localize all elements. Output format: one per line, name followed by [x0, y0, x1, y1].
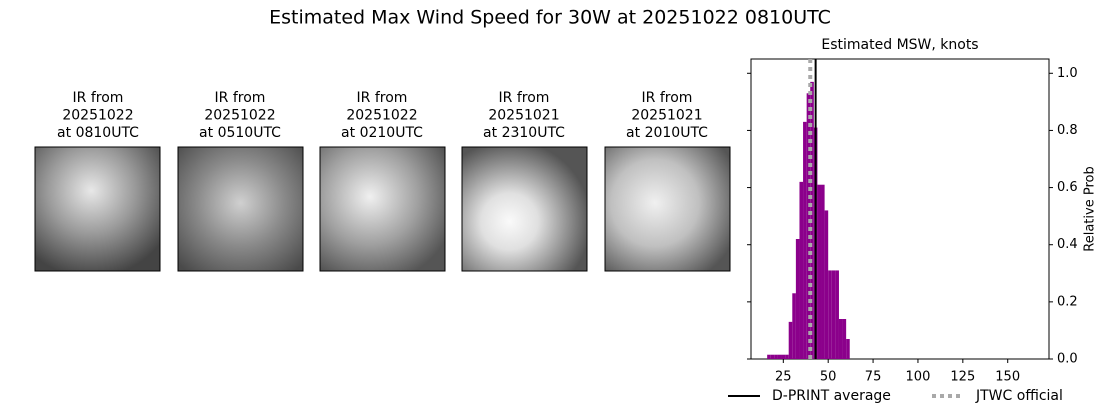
plot-frame: [750, 58, 1050, 360]
bar: [777, 354, 782, 359]
x-tick-label: 50: [820, 370, 837, 385]
image-title: at 0210UTC: [341, 125, 423, 141]
bar: [817, 184, 822, 359]
image-title: 20251022: [346, 108, 417, 124]
y-tick-label: 0.0: [1057, 352, 1078, 367]
legend-label: D-PRINT average: [772, 388, 891, 404]
bar: [799, 181, 804, 359]
image-title: IR from: [499, 90, 550, 106]
y-tick-label: 0.4: [1057, 237, 1078, 252]
bar: [846, 339, 850, 359]
image-title: at 0510UTC: [199, 125, 281, 141]
bar: [806, 93, 811, 360]
x-tick-label: 150: [995, 370, 1020, 385]
image-title: at 0810UTC: [57, 125, 139, 141]
image-title: IR from: [642, 90, 693, 106]
bar: [795, 239, 800, 359]
x-tick-label: 100: [906, 370, 931, 385]
image-title: 20251021: [488, 108, 559, 124]
ir-image: [34, 146, 161, 272]
y-axis-label: Relative Prob: [1083, 166, 1098, 251]
bar: [828, 270, 832, 359]
y-tick-label: 0.2: [1057, 294, 1078, 309]
ir-images: [34, 146, 731, 272]
bar: [767, 354, 771, 359]
image-title: at 2010UTC: [626, 125, 708, 141]
ir-image: [319, 146, 446, 272]
image-title: IR from: [215, 90, 266, 106]
bar: [774, 354, 778, 359]
x-tick-label: 125: [950, 370, 975, 385]
figure-title: Estimated Max Wind Speed for 30W at 2025…: [269, 7, 831, 29]
image-title: 20251022: [204, 108, 275, 124]
bar: [770, 354, 775, 359]
bar: [803, 121, 807, 359]
bar: [838, 319, 843, 359]
image-title: 20251022: [62, 108, 133, 124]
x-tick-label: 25: [775, 370, 792, 385]
bar: [824, 210, 829, 359]
y-tick-label: 1.0: [1057, 66, 1078, 81]
ir-image: [461, 146, 588, 272]
y-tick-label: 0.6: [1057, 180, 1078, 195]
x-tick-label: 75: [865, 370, 882, 385]
bar: [788, 321, 793, 359]
bar: [831, 270, 836, 359]
ir-image: [604, 146, 731, 272]
legend-label: JTWC official: [975, 388, 1063, 404]
bar: [821, 184, 825, 359]
bar: [781, 354, 786, 359]
bar: [835, 270, 839, 359]
image-title: at 2310UTC: [483, 125, 565, 141]
image-title: IR from: [73, 90, 124, 106]
image-title: 20251021: [631, 108, 702, 124]
image-title: IR from: [357, 90, 408, 106]
bar: [842, 319, 847, 359]
chart-title: Estimated MSW, knots: [821, 37, 978, 53]
ir-image: [177, 146, 304, 272]
bar: [785, 354, 789, 359]
y-tick-label: 0.8: [1057, 123, 1078, 138]
bar: [792, 293, 796, 359]
